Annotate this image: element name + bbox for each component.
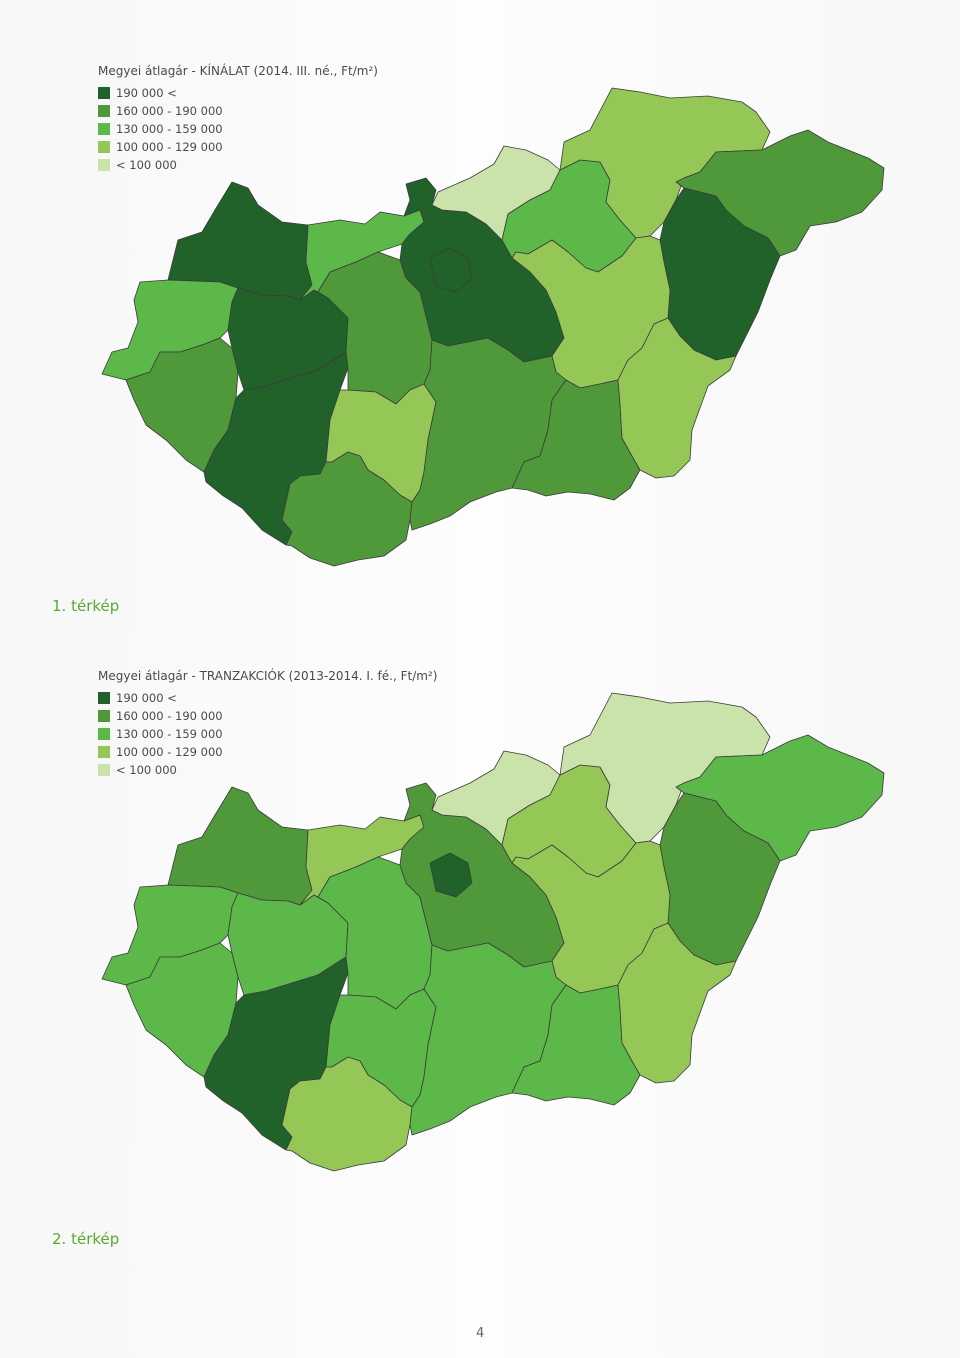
legend-label: 130 000 - 159 000 <box>116 122 223 136</box>
legend-item: < 100 000 <box>98 156 378 174</box>
legend-item: 160 000 - 190 000 <box>98 102 378 120</box>
legend-item: < 100 000 <box>98 761 437 779</box>
county-bekes <box>617 922 737 1084</box>
legend-label: < 100 000 <box>116 158 177 172</box>
legend-swatch <box>98 728 110 740</box>
legend-item: 160 000 - 190 000 <box>98 707 437 725</box>
legend-swatch <box>98 159 110 171</box>
legend-swatch <box>98 87 110 99</box>
legend-map-2: Megyei átlagár - TRANZAKCIÓK (2013-2014.… <box>98 667 437 779</box>
legend-swatch <box>98 710 110 722</box>
choropleth-map-2 <box>0 605 960 1205</box>
legend-label: < 100 000 <box>116 763 177 777</box>
legend-item: 130 000 - 159 000 <box>98 725 437 743</box>
legend-swatch <box>98 746 110 758</box>
page-number: 4 <box>476 1326 485 1341</box>
legend-item: 100 000 - 129 000 <box>98 138 378 156</box>
legend-swatch <box>98 692 110 704</box>
legend-title: Megyei átlagár - TRANZAKCIÓK (2013-2014.… <box>98 669 438 683</box>
map-caption: 1. térkép <box>52 597 120 615</box>
county-bacs-kiskun <box>409 942 567 1136</box>
legend-title: Megyei átlagár - KÍNÁLAT (2014. III. né.… <box>98 64 378 78</box>
county-komarom-esztergom <box>299 814 425 906</box>
legend-label: 160 000 - 190 000 <box>116 709 223 723</box>
legend-swatch <box>98 123 110 135</box>
legend-swatch <box>98 105 110 117</box>
legend-map-1: Megyei átlagár - KÍNÁLAT (2014. III. né.… <box>98 62 378 174</box>
county-bacs-kiskun <box>409 337 567 531</box>
county-szabolcs-szatmar-bereg <box>675 129 885 257</box>
legend-label: 190 000 < <box>116 86 177 100</box>
choropleth-map-1 <box>0 0 960 600</box>
county-szabolcs-szatmar-bereg <box>675 734 885 862</box>
county-bekes <box>617 317 737 479</box>
legend-label: 160 000 - 190 000 <box>116 104 223 118</box>
map-caption: 2. térkép <box>52 1230 120 1248</box>
county-budapest <box>429 852 473 898</box>
legend-label: 130 000 - 159 000 <box>116 727 223 741</box>
legend-label: 190 000 < <box>116 691 177 705</box>
legend-swatch <box>98 141 110 153</box>
county-komarom-esztergom <box>299 209 425 301</box>
legend-label: 100 000 - 129 000 <box>116 140 223 154</box>
legend-item: 190 000 < <box>98 689 437 707</box>
legend-item: 190 000 < <box>98 84 378 102</box>
county-budapest <box>429 247 473 293</box>
legend-item: 130 000 - 159 000 <box>98 120 378 138</box>
legend-item: 100 000 - 129 000 <box>98 743 437 761</box>
legend-label: 100 000 - 129 000 <box>116 745 223 759</box>
legend-swatch <box>98 764 110 776</box>
